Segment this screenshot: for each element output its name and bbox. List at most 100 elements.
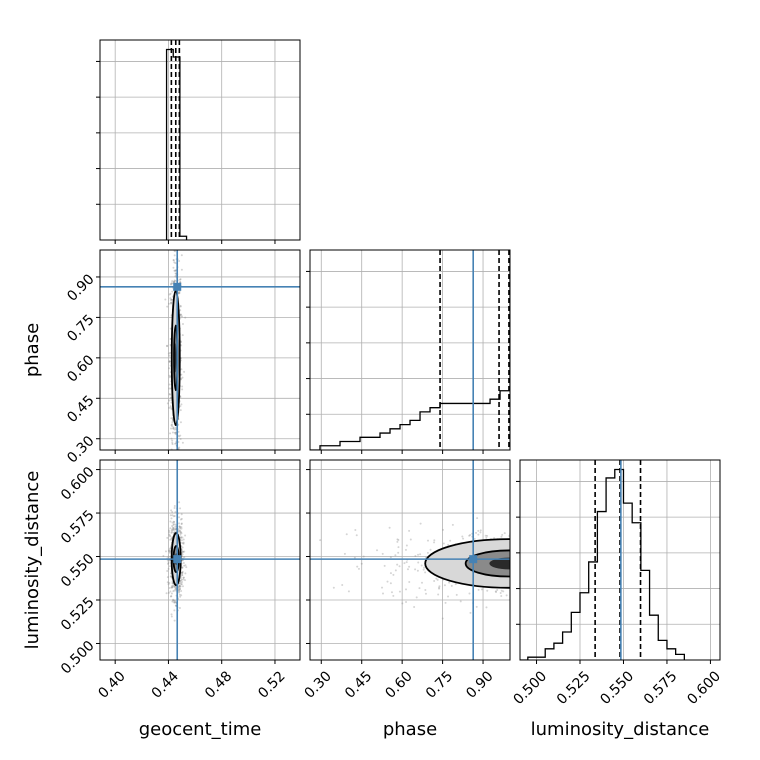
scatter-point bbox=[455, 593, 458, 596]
scatter-point bbox=[179, 588, 182, 591]
scatter-point bbox=[556, 542, 558, 544]
scatter-point bbox=[534, 580, 536, 582]
scatter-point bbox=[405, 561, 408, 564]
scatter-point bbox=[528, 572, 530, 574]
scatter-point bbox=[180, 517, 183, 520]
scatter-point bbox=[171, 280, 174, 283]
y-tick-label: 0.90 bbox=[64, 271, 97, 304]
scatter-point bbox=[592, 570, 594, 572]
scatter-point bbox=[540, 556, 542, 558]
scatter-point bbox=[521, 576, 523, 578]
scatter-point bbox=[179, 595, 182, 598]
scatter-point bbox=[565, 550, 567, 552]
x-tick-label: 0.75 bbox=[423, 668, 456, 701]
scatter-point bbox=[183, 370, 186, 373]
scatter-point bbox=[531, 558, 533, 560]
scatter-point bbox=[169, 595, 172, 598]
scatter-point bbox=[173, 231, 175, 233]
scatter-point bbox=[449, 539, 452, 542]
scatter-point bbox=[420, 581, 423, 584]
scatter-point bbox=[166, 402, 169, 405]
scatter-point bbox=[180, 539, 183, 542]
scatter-point bbox=[168, 399, 171, 402]
scatter-point bbox=[543, 554, 545, 556]
scatter-point bbox=[376, 549, 379, 552]
scatter-point bbox=[468, 592, 471, 595]
scatter-point bbox=[171, 586, 174, 589]
scatter-point bbox=[177, 586, 180, 589]
scatter-point bbox=[461, 535, 464, 538]
scatter-point bbox=[616, 566, 618, 568]
scatter-point bbox=[532, 559, 534, 561]
scatter-point bbox=[172, 426, 175, 429]
scatter-point bbox=[171, 531, 174, 534]
scatter-point bbox=[174, 585, 177, 588]
scatter-point bbox=[389, 556, 392, 559]
scatter-point bbox=[383, 564, 386, 567]
scatter-point bbox=[179, 421, 182, 424]
scatter-point bbox=[520, 551, 522, 553]
scatter-point bbox=[475, 605, 478, 608]
scatter-point bbox=[182, 561, 185, 564]
scatter-point bbox=[178, 435, 181, 438]
scatter-point bbox=[441, 617, 444, 620]
scatter-point bbox=[180, 583, 183, 586]
y-tick-label: 0.575 bbox=[58, 507, 98, 547]
scatter-point bbox=[180, 522, 183, 525]
scatter-point bbox=[546, 542, 548, 544]
scatter-point bbox=[543, 553, 545, 555]
scatter-point bbox=[173, 281, 176, 284]
scatter-point bbox=[178, 516, 181, 519]
scatter-point bbox=[513, 573, 515, 575]
y-axis-label-luminosity_distance: luminosity_distance bbox=[22, 471, 43, 650]
scatter-point bbox=[598, 567, 600, 569]
scatter-point bbox=[178, 291, 181, 294]
scatter-point bbox=[184, 316, 187, 319]
x-tick-label: 0.525 bbox=[554, 668, 594, 708]
scatter-point bbox=[615, 562, 617, 564]
scatter-point bbox=[170, 531, 173, 534]
scatter-point bbox=[181, 581, 184, 584]
scatter-point bbox=[180, 268, 183, 271]
scatter-point bbox=[319, 539, 322, 542]
scatter-point bbox=[422, 568, 425, 571]
scatter-point bbox=[360, 562, 363, 565]
scatter-point bbox=[510, 576, 512, 578]
scatter-point bbox=[570, 573, 572, 575]
scatter-point bbox=[179, 409, 182, 412]
scatter-point bbox=[168, 581, 171, 584]
scatter-point bbox=[562, 564, 564, 566]
scatter-point bbox=[332, 586, 335, 589]
x-tick-label: 0.52 bbox=[255, 668, 288, 701]
scatter-point bbox=[626, 557, 628, 559]
scatter-point bbox=[563, 566, 565, 568]
truth-marker bbox=[469, 555, 478, 564]
scatter-point bbox=[423, 566, 426, 569]
panel-content bbox=[520, 460, 720, 660]
scatter-point bbox=[173, 619, 176, 622]
scatter-point bbox=[174, 442, 177, 445]
scatter-point bbox=[570, 567, 572, 569]
scatter-point bbox=[167, 555, 170, 558]
scatter-point bbox=[170, 427, 173, 430]
scatter-point bbox=[597, 565, 599, 567]
scatter-point bbox=[545, 563, 547, 565]
scatter-point bbox=[173, 585, 176, 588]
scatter-point bbox=[169, 292, 172, 295]
scatter-point bbox=[542, 580, 544, 582]
scatter-point bbox=[657, 544, 659, 546]
scatter-point bbox=[174, 426, 177, 429]
scatter-point bbox=[617, 566, 619, 568]
scatter-point bbox=[572, 569, 574, 571]
scatter-point bbox=[596, 564, 598, 566]
scatter-point bbox=[177, 589, 180, 592]
scatter-point bbox=[180, 532, 183, 535]
scatter-point bbox=[172, 526, 175, 529]
scatter-point bbox=[617, 567, 619, 569]
scatter-point bbox=[562, 538, 564, 540]
scatter-point bbox=[480, 588, 483, 591]
scatter-point bbox=[564, 559, 566, 561]
scatter-point bbox=[170, 298, 173, 301]
scatter-point bbox=[469, 534, 472, 537]
